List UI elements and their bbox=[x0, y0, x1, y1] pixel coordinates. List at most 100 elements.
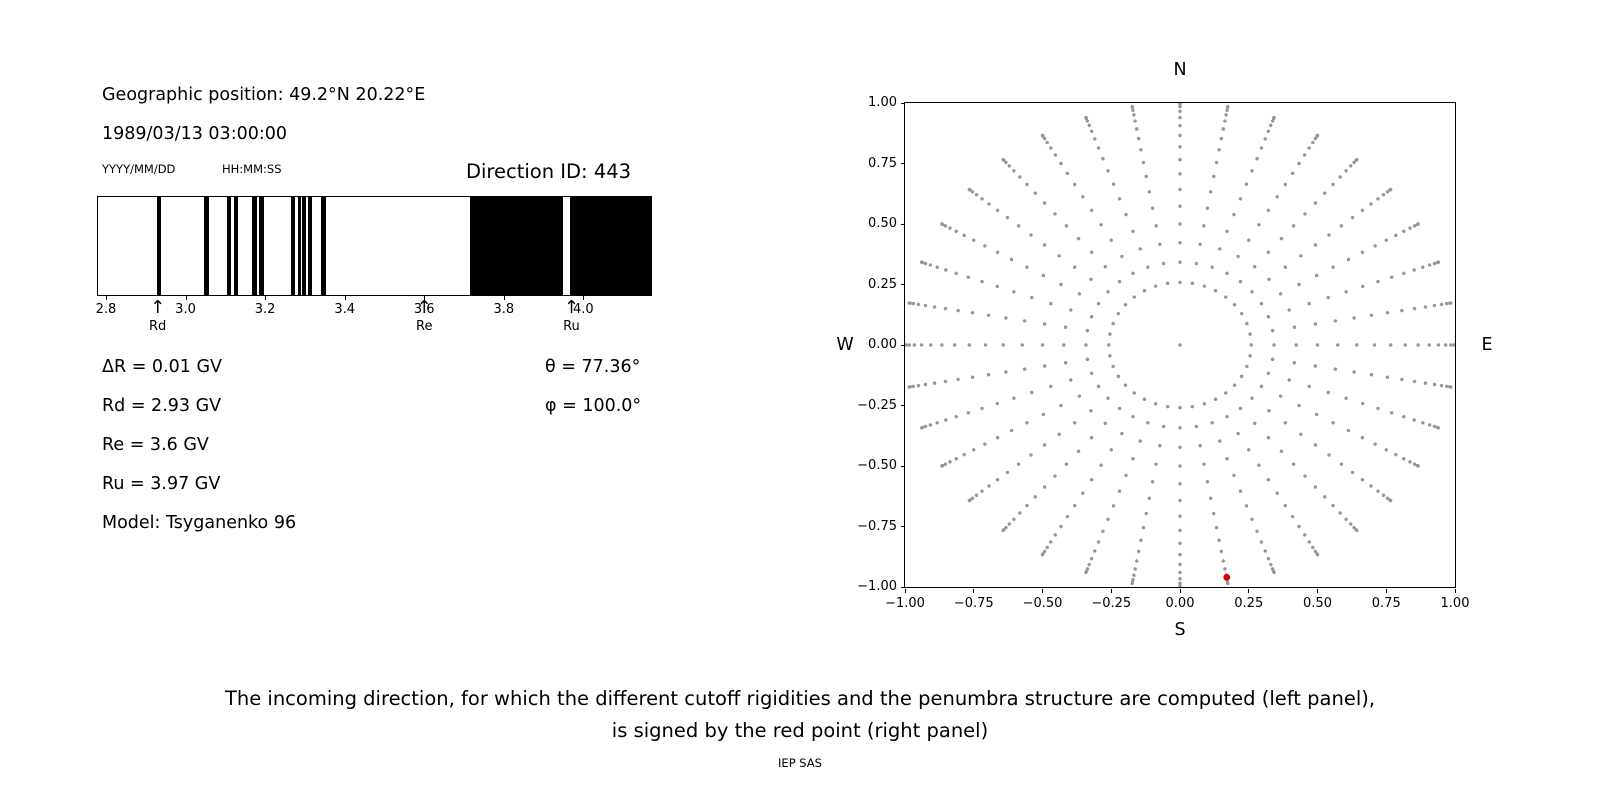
direction-dot bbox=[932, 305, 937, 309]
direction-dot bbox=[1178, 103, 1182, 105]
direction-dot bbox=[1158, 444, 1162, 448]
direction-dot bbox=[1042, 243, 1047, 247]
direction-dot bbox=[1279, 236, 1284, 241]
direction-dot bbox=[907, 385, 911, 389]
direction-dot bbox=[1244, 182, 1249, 186]
direction-dot bbox=[1059, 524, 1063, 529]
direction-dot bbox=[1064, 224, 1069, 228]
direction-dot bbox=[1239, 311, 1244, 316]
direction-dot bbox=[1259, 384, 1264, 389]
direction-dot bbox=[1111, 504, 1116, 508]
direction-dot bbox=[911, 301, 915, 306]
re-text: Re = 3.6 GV bbox=[102, 435, 209, 455]
direction-dot bbox=[1116, 311, 1121, 316]
y-tick-mark bbox=[901, 284, 905, 285]
direction-dot bbox=[1421, 421, 1425, 425]
direction-plot bbox=[904, 102, 1456, 588]
direction-dot bbox=[1150, 206, 1155, 210]
direction-dot bbox=[962, 452, 966, 457]
penumbra-band bbox=[570, 197, 651, 295]
direction-dot bbox=[1018, 511, 1022, 515]
x-tick-mark bbox=[503, 296, 505, 300]
direction-dot bbox=[1373, 442, 1377, 446]
direction-dot bbox=[1226, 104, 1230, 109]
y-tick-mark bbox=[901, 223, 905, 225]
direction-dot bbox=[1194, 261, 1199, 266]
direction-dot bbox=[907, 343, 911, 347]
direction-dot bbox=[1069, 308, 1073, 312]
direction-dot bbox=[1427, 423, 1432, 427]
direction-dot bbox=[1146, 421, 1150, 425]
direction-dot bbox=[944, 418, 948, 422]
direction-dot bbox=[1053, 212, 1057, 216]
direction-dot bbox=[954, 229, 958, 233]
direction-dot bbox=[1096, 384, 1101, 389]
direction-dot bbox=[1313, 201, 1318, 205]
direction-dot bbox=[1221, 559, 1225, 563]
direction-dot bbox=[1049, 540, 1053, 544]
direction-dot bbox=[1042, 364, 1047, 368]
direction-dot bbox=[1245, 321, 1249, 326]
direction-dot bbox=[1313, 322, 1318, 326]
geo-position-text: Geographic position: 49.2°N 20.22°E bbox=[102, 85, 426, 105]
direction-dot bbox=[1132, 113, 1136, 117]
x-tick-label: 4.0 bbox=[573, 302, 594, 317]
direction-dot bbox=[1218, 439, 1222, 443]
direction-dot bbox=[1139, 148, 1143, 152]
direction-dot bbox=[923, 424, 928, 429]
direction-dot bbox=[1178, 222, 1182, 226]
direction-dot bbox=[1096, 146, 1101, 150]
direction-dot bbox=[1389, 411, 1394, 415]
direction-dot bbox=[1244, 504, 1249, 508]
direction-dot bbox=[1131, 108, 1135, 112]
direction-dot bbox=[995, 401, 999, 406]
direction-dot bbox=[1089, 371, 1094, 376]
direction-dot bbox=[1219, 136, 1224, 141]
direction-dot bbox=[1130, 104, 1134, 109]
direction-dot bbox=[1412, 268, 1416, 272]
direction-dot bbox=[1020, 343, 1024, 347]
direction-dot bbox=[1299, 432, 1303, 436]
ru-text: Ru = 3.97 GV bbox=[102, 474, 221, 494]
direction-dot bbox=[1412, 224, 1417, 228]
direction-dot bbox=[1117, 489, 1122, 493]
direction-dot bbox=[1178, 585, 1182, 587]
direction-dot bbox=[1412, 379, 1417, 384]
rd-text: Rd = 2.93 GV bbox=[102, 396, 222, 416]
direction-dot bbox=[1153, 284, 1158, 288]
direction-dot bbox=[1238, 489, 1243, 493]
direction-dot bbox=[1352, 160, 1356, 165]
direction-dot bbox=[1263, 137, 1267, 141]
y-tick-mark bbox=[901, 344, 905, 346]
penumbra-cutoff-markers: ↑ Rd ↑ Re ↑ Ru bbox=[98, 297, 651, 345]
direction-dot bbox=[905, 343, 907, 347]
direction-dot bbox=[987, 202, 991, 206]
direction-dot bbox=[1089, 277, 1093, 281]
direction-dot bbox=[1290, 171, 1295, 176]
direction-dot bbox=[962, 233, 966, 238]
direction-dot bbox=[1369, 373, 1374, 377]
x-tick-label: 3.2 bbox=[254, 302, 276, 317]
direction-dot bbox=[1040, 343, 1045, 347]
direction-dot bbox=[1249, 343, 1253, 347]
direction-dot bbox=[935, 421, 939, 425]
y-tick-mark bbox=[901, 102, 905, 104]
direction-dot bbox=[1178, 570, 1182, 575]
x-tick-mark bbox=[265, 296, 267, 300]
direction-dot bbox=[1178, 104, 1182, 109]
direction-dot bbox=[1022, 367, 1027, 371]
direction-dot bbox=[1139, 538, 1143, 542]
direction-dot bbox=[972, 448, 976, 452]
direction-dot bbox=[1049, 384, 1053, 389]
direction-dot bbox=[1190, 404, 1195, 409]
direction-dot bbox=[1063, 325, 1068, 329]
direction-dot bbox=[1412, 462, 1417, 466]
direction-dot bbox=[1283, 265, 1288, 269]
x-tick-mark bbox=[1385, 589, 1387, 593]
direction-dot bbox=[1029, 233, 1033, 237]
direction-dot bbox=[1093, 549, 1097, 553]
direction-dot bbox=[1018, 175, 1022, 179]
direction-dot bbox=[1041, 273, 1046, 278]
direction-dot bbox=[1408, 226, 1412, 230]
direction-dot bbox=[1412, 306, 1417, 311]
